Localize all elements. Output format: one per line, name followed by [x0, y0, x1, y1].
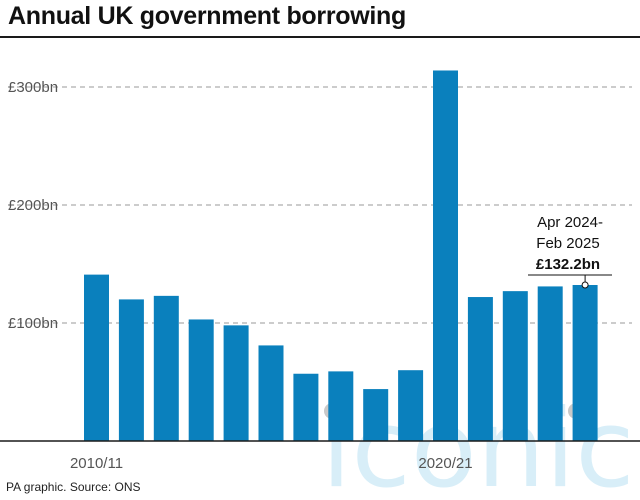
bar: [118, 299, 144, 441]
x-tick-label: 2010/11: [70, 455, 123, 472]
bars: [84, 70, 598, 441]
x-axis-labels: 2010/11 2020/21: [70, 455, 473, 472]
gridlines: £100bn £200bn £300bn: [8, 79, 632, 332]
source-note: PA graphic. Source: ONS: [6, 480, 141, 494]
bar: [502, 291, 528, 441]
bar: [293, 373, 319, 441]
bar: [572, 285, 598, 441]
latest-value-annotation: Apr 2024- Feb 2025 £132.2bn: [528, 214, 612, 289]
bar: [223, 325, 249, 441]
bar: [467, 297, 493, 441]
bar: [328, 371, 354, 441]
annotation-marker: [581, 281, 589, 289]
y-tick-label: £200bn: [8, 197, 58, 214]
bar: [433, 70, 458, 441]
bar: [258, 345, 284, 441]
bar: [188, 319, 214, 441]
annotation-line-2: Feb 2025: [536, 235, 599, 252]
bar: [153, 295, 179, 441]
bar: [398, 370, 424, 441]
bar: [537, 286, 563, 441]
annotation-line-1: Apr 2024-: [537, 214, 603, 231]
y-tick-label: £300bn: [8, 79, 58, 96]
annotation-value: £132.2bn: [536, 256, 600, 273]
bar: [363, 389, 389, 441]
bar: [84, 274, 109, 441]
title-rule: [0, 36, 640, 38]
y-tick-label: £100bn: [8, 315, 58, 332]
chart-title: Annual UK government borrowing: [8, 2, 406, 30]
x-tick-label: 2020/21: [418, 455, 472, 472]
